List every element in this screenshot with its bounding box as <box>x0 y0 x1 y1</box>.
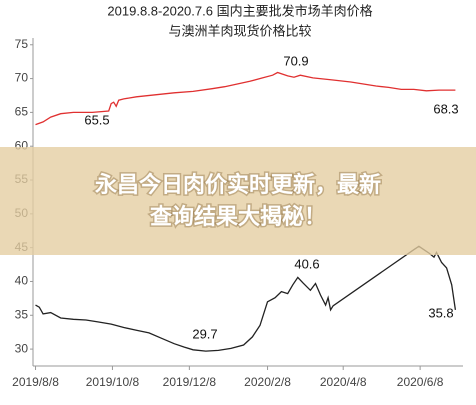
x-tick-label: 2020/4/8 <box>320 375 367 389</box>
y-tick-label: 35 <box>15 307 29 321</box>
overlay-banner <box>0 147 476 255</box>
annotation: 35.8 <box>428 305 453 320</box>
y-tick-label: 40 <box>15 274 29 288</box>
series-line <box>35 245 457 352</box>
x-tick-label: 2019/8/8 <box>12 375 59 389</box>
chart-title: 2019.8.8-2020.7.6 国内主要批发市场羊肉价格 <box>107 3 372 18</box>
annotation: 40.6 <box>294 256 319 271</box>
y-tick-label: 30 <box>15 341 29 355</box>
overlay-text: 永昌今日肉价实时更新，最新 <box>95 172 381 197</box>
annotation: 70.9 <box>283 53 308 68</box>
annotation: 68.3 <box>433 101 458 116</box>
series-line <box>35 71 456 126</box>
y-tick-label: 65 <box>15 105 29 119</box>
y-tick-label: 70 <box>15 71 29 85</box>
x-tick-label: 2019/10/8 <box>86 375 140 389</box>
chart-subtitle: 与澳洲羊肉现货价格比较 <box>168 23 311 38</box>
annotation: 29.7 <box>192 326 217 341</box>
x-tick-label: 2020/2/8 <box>244 375 291 389</box>
annotation: 65.5 <box>84 112 109 127</box>
x-tick-label: 2019/12/8 <box>163 375 217 389</box>
overlay-text: 查询结果大揭秘！ <box>150 204 326 229</box>
x-tick-label: 2020/6/8 <box>397 375 444 389</box>
y-tick-label: 75 <box>15 37 29 51</box>
